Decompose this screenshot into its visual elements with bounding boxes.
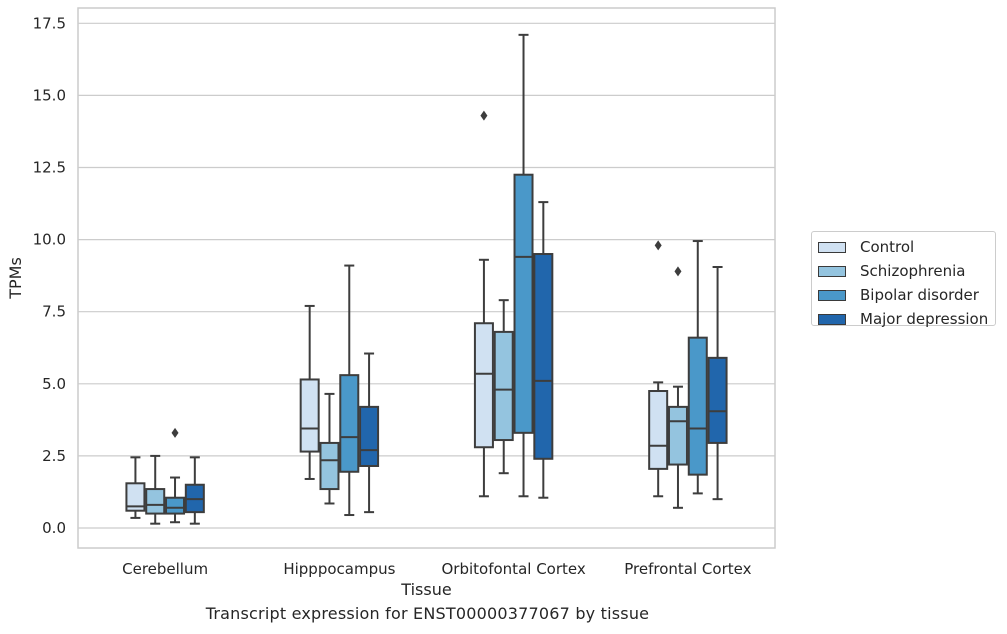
box-body [125, 482, 146, 512]
box-body [473, 322, 494, 449]
box-body [299, 378, 320, 453]
x-axis-title: Tissue [400, 580, 451, 599]
box-3-3 [707, 265, 728, 501]
y-tick-label: 7.5 [42, 303, 66, 321]
outlier-point [480, 110, 488, 121]
y-axis-title: TPMs [6, 257, 25, 300]
box-1-1 [319, 392, 340, 505]
box-body [533, 253, 554, 460]
box-plots [125, 33, 728, 525]
y-tick-labels: 0.0 2.5 5.0 7.5 10.0 12.5 15.0 17.5 [33, 14, 66, 537]
y-tick-label: 17.5 [33, 14, 66, 32]
box-body [513, 173, 534, 434]
y-tick-label: 15.0 [33, 86, 66, 104]
legend-item: Schizophrenia [818, 259, 995, 283]
box-3-2 [687, 240, 708, 495]
chart-caption: Transcript expression for ENST0000037706… [205, 604, 650, 623]
box-1-0 [299, 304, 320, 480]
x-tick-label: Orbitofontal Cortex [442, 560, 586, 578]
y-tick-label: 5.0 [42, 375, 66, 393]
box-body [359, 405, 380, 467]
box-body [339, 374, 360, 473]
box-body [648, 390, 669, 470]
outlier-point [654, 240, 662, 251]
legend-swatch [818, 241, 846, 253]
plot-frame [77, 7, 776, 549]
y-tick-label: 12.5 [33, 159, 66, 177]
box-2-2 [513, 33, 534, 498]
box-0-1 [145, 454, 166, 525]
box-body [687, 336, 708, 476]
outlier-point [171, 427, 179, 438]
legend-label: Bipolar disorder [860, 286, 979, 304]
box-0-3 [184, 456, 205, 525]
box-1-3 [359, 352, 380, 514]
x-tick-label: Hipppocampus [283, 560, 395, 578]
box-body [145, 488, 166, 515]
legend-item: Bipolar disorder [818, 283, 995, 307]
box-0-2 [165, 427, 186, 524]
legend-item: Control [818, 235, 995, 259]
x-tick-label: Cerebellum [122, 560, 208, 578]
y-tick-label: 0.0 [42, 519, 66, 537]
y-tick-label: 10.0 [33, 231, 66, 249]
outlier-point [674, 266, 682, 277]
grid-lines [78, 22, 775, 529]
box-1-2 [339, 264, 360, 517]
y-tick-label: 2.5 [42, 447, 66, 465]
box-body [319, 441, 340, 491]
box-2-0 [473, 110, 494, 498]
legend-item: Major depression [818, 307, 995, 331]
x-tick-labels: Cerebellum Hipppocampus Orbitofontal Corte… [122, 560, 751, 578]
box-body [667, 405, 688, 466]
legend-label: Schizophrenia [860, 262, 966, 280]
box-0-0 [125, 456, 146, 519]
legend-label: Control [860, 238, 915, 256]
legend-swatch [818, 289, 846, 301]
box-body [707, 356, 728, 444]
legend-swatch [818, 313, 846, 325]
legend: Control Schizophrenia Bipolar disorder M… [811, 231, 996, 328]
box-3-0 [648, 240, 669, 498]
legend-swatch [818, 265, 846, 277]
legend-label: Major depression [860, 310, 989, 328]
box-body [493, 330, 514, 442]
box-3-1 [667, 266, 688, 509]
box-body [165, 496, 186, 515]
box-2-1 [493, 299, 514, 475]
box-2-3 [533, 201, 554, 499]
x-tick-label: Prefrontal Cortex [624, 560, 751, 578]
